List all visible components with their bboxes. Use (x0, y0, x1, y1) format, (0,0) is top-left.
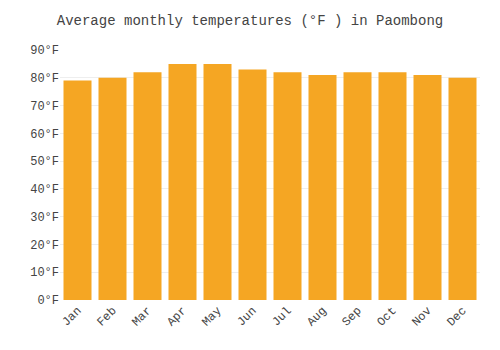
svg-text:10°F: 10°F (30, 266, 59, 280)
svg-text:Dec: Dec (444, 304, 469, 329)
svg-text:70°F: 70°F (30, 100, 59, 114)
svg-text:Apr: Apr (164, 304, 189, 329)
svg-text:Jan: Jan (59, 304, 84, 329)
svg-text:30°F: 30°F (30, 211, 59, 225)
svg-text:Jul: Jul (269, 304, 294, 329)
svg-text:Average monthly temperatures (: Average monthly temperatures (°F ) in Pa… (57, 13, 443, 29)
svg-text:Sep: Sep (339, 304, 364, 329)
svg-text:90°F: 90°F (30, 44, 59, 58)
svg-text:Jun: Jun (234, 304, 259, 329)
svg-text:Nov: Nov (409, 304, 434, 329)
svg-text:Feb: Feb (94, 304, 119, 329)
svg-text:20°F: 20°F (30, 239, 59, 253)
svg-text:Oct: Oct (374, 304, 399, 329)
svg-text:May: May (199, 304, 224, 329)
svg-text:0°F: 0°F (37, 294, 59, 308)
svg-text:40°F: 40°F (30, 183, 59, 197)
svg-text:60°F: 60°F (30, 128, 59, 142)
svg-text:50°F: 50°F (30, 155, 59, 169)
svg-text:Mar: Mar (129, 304, 154, 329)
svg-text:Aug: Aug (304, 304, 329, 329)
svg-text:80°F: 80°F (30, 72, 59, 86)
